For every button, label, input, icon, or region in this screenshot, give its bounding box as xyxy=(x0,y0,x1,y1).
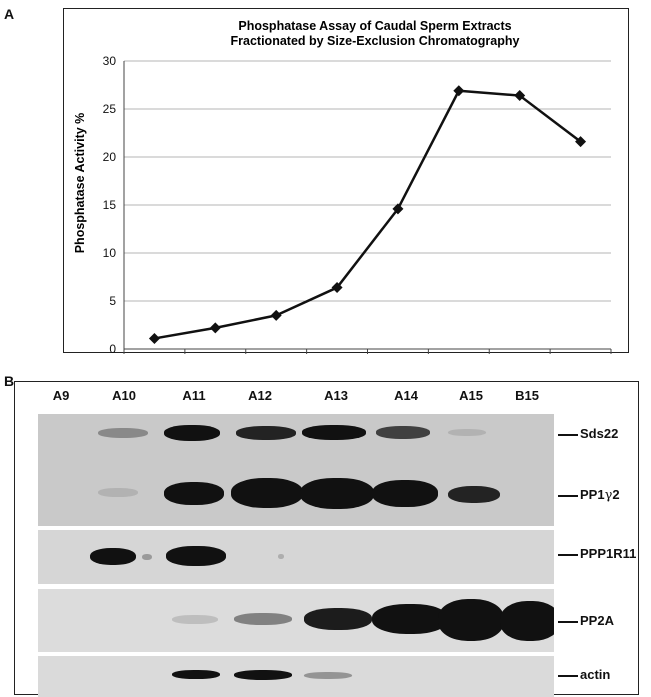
band-pp2a-a11 xyxy=(172,615,218,624)
marker-label-pp1-suffix: 2 xyxy=(612,487,620,502)
data-point-B15 xyxy=(575,136,587,148)
lane-label-a9: A9 xyxy=(52,388,70,403)
marker-line-sds22 xyxy=(558,434,578,436)
series-line xyxy=(154,89,582,340)
blot-strip-actin xyxy=(38,656,554,697)
lane-label-a12: A12 xyxy=(248,388,272,403)
band-sds22-a13 xyxy=(302,425,366,440)
marker-label-pp2a: PP2A xyxy=(580,613,614,628)
blot-strip-ppp1r11 xyxy=(38,530,554,584)
data-point-A15 xyxy=(514,90,526,102)
y-tick-label-0: 0 xyxy=(109,342,116,354)
band-pp2a-a12 xyxy=(234,613,292,625)
band-pp1-a14 xyxy=(372,480,438,507)
y-tick-label-20: 20 xyxy=(103,150,117,164)
band-pp1-a11 xyxy=(164,482,224,505)
data-point-A13 xyxy=(392,203,404,215)
band-pp1-a15 xyxy=(448,486,500,503)
band-actin-a13 xyxy=(304,672,352,679)
panel-a-label: A xyxy=(4,6,15,22)
lane-label-a10: A10 xyxy=(112,388,136,403)
y-tick-label-5: 5 xyxy=(109,294,116,308)
chart-title: Phosphatase Assay of Caudal Sperm Extrac… xyxy=(238,19,511,33)
marker-line-actin xyxy=(558,675,578,677)
band-sds22-a15 xyxy=(448,429,486,436)
band-pp1-a10 xyxy=(98,488,138,497)
line-chart: Phosphatase Assay of Caudal Sperm Extrac… xyxy=(73,19,612,354)
marker-label-pp1-prefix: PP1 xyxy=(580,487,605,502)
marker-label-pp1-gamma2: PP1γ2 xyxy=(580,487,620,503)
data-point-A12 xyxy=(331,282,343,294)
lane-label-a11: A11 xyxy=(182,388,206,403)
band-pp2a-a15 xyxy=(438,599,504,641)
lane-label-a13: A13 xyxy=(324,388,348,403)
band-sds22-a11 xyxy=(164,425,220,441)
lane-label-a14: A14 xyxy=(394,388,418,403)
data-point-A14 xyxy=(453,85,465,97)
y-tick-label-10: 10 xyxy=(103,246,117,260)
panel-b-label: B xyxy=(4,373,15,389)
band-pp1-a13 xyxy=(300,478,374,509)
y-tick-label-15: 15 xyxy=(103,198,117,212)
data-point-A11 xyxy=(270,309,282,321)
y-tick-label-30: 30 xyxy=(103,54,117,68)
marker-label-sds22: Sds22 xyxy=(580,426,619,441)
marker-label-pp1-greek: γ xyxy=(604,488,613,503)
blot-strip-sds22-pp1 xyxy=(38,414,554,526)
band-pp2a-b15 xyxy=(500,601,554,641)
chart-subtitle: Fractionated by Size-Exclusion Chromatog… xyxy=(231,34,520,48)
chart-frame: Phosphatase Assay of Caudal Sperm Extrac… xyxy=(63,8,629,354)
marker-line-ppp1r11 xyxy=(558,554,578,556)
band-ppp1r11-a10 xyxy=(90,548,136,565)
band-ppp1r11-a11 xyxy=(166,546,226,566)
band-pp2a-a13 xyxy=(304,608,372,630)
marker-label-actin: actin xyxy=(580,667,611,682)
band-sds22-a12 xyxy=(236,426,296,440)
lane-label-b15: B15 xyxy=(515,388,539,403)
band-pp1-a12 xyxy=(231,478,303,508)
band-sds22-a10 xyxy=(98,428,148,438)
data-point-A10 xyxy=(209,322,221,334)
band-ppp1r11-a10-spot xyxy=(142,554,152,560)
band-ppp1r11-a12-spot xyxy=(278,554,284,559)
marker-line-pp1 xyxy=(558,495,578,497)
data-point-A9 xyxy=(148,332,160,344)
blot-strip-pp2a xyxy=(38,589,554,652)
band-actin-a12 xyxy=(234,670,292,680)
marker-label-ppp1r11: PPP1R11 xyxy=(580,546,637,561)
y-axis-label: Phosphatase Activity % xyxy=(73,113,87,254)
band-actin-a11 xyxy=(172,670,220,679)
y-tick-label-25: 25 xyxy=(103,102,117,116)
marker-line-pp2a xyxy=(558,621,578,623)
band-sds22-a14 xyxy=(376,426,430,439)
band-pp2a-a14 xyxy=(372,604,448,634)
lane-label-a15: A15 xyxy=(459,388,483,403)
